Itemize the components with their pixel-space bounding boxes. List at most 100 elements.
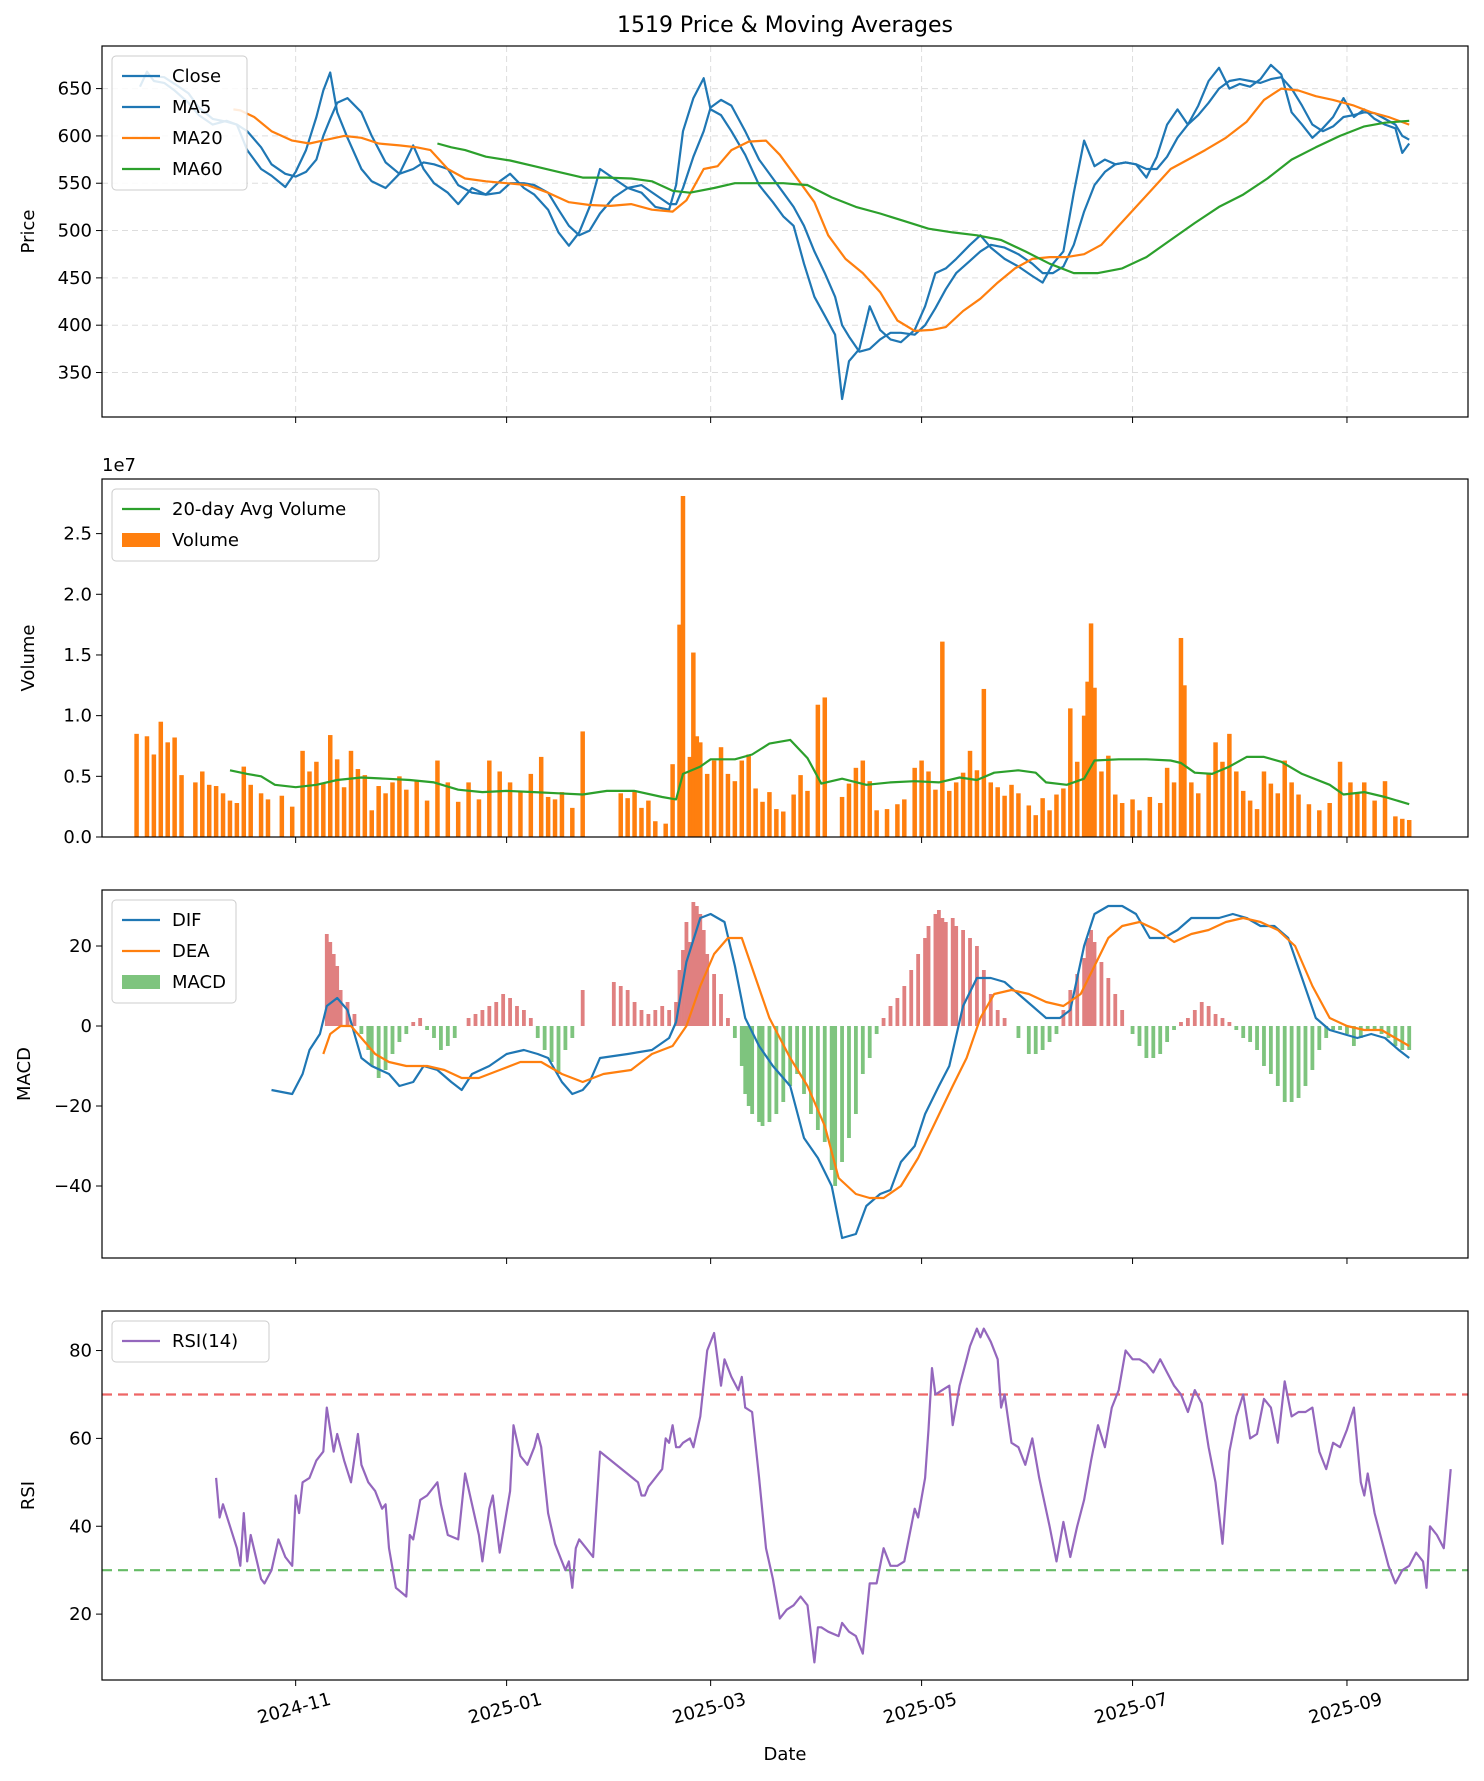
y-tick-label: 350 (58, 363, 92, 384)
macd-bar (936, 910, 941, 1026)
macd-bar (995, 1010, 1000, 1026)
macd-bar (743, 1026, 748, 1094)
volume-bar (355, 769, 361, 837)
macd-bar (746, 1026, 751, 1106)
volume-bar (507, 782, 513, 837)
volume-bar (691, 652, 696, 837)
macd-bar (1317, 1026, 1322, 1050)
volume-bar (704, 773, 710, 837)
volume-bar (1275, 793, 1281, 837)
macd-bar (1151, 1026, 1156, 1058)
y-tick-label: −20 (54, 1096, 92, 1117)
volume-bar (1182, 685, 1187, 837)
macd-bar (750, 1026, 755, 1114)
series-line (215, 1327, 1452, 1664)
volume-bar (798, 775, 803, 837)
macd-bar (549, 1026, 554, 1062)
volume-bar (414, 781, 419, 837)
volume-bar (265, 799, 271, 837)
volume-bar (653, 821, 658, 837)
legend: Close MA5 MA20 MA60 (111, 55, 248, 191)
volume-bar (1382, 781, 1388, 837)
volume-bar (528, 773, 534, 837)
volume-bar (341, 787, 347, 837)
macd-bar (570, 1026, 575, 1038)
legend-label: MA20 (172, 128, 223, 149)
macd-bar (847, 1026, 851, 1138)
macd-bar (369, 1026, 374, 1066)
volume-bar (1268, 783, 1274, 837)
volume-bar (1130, 799, 1135, 837)
volume-bar (1061, 788, 1066, 837)
volume-bar (618, 793, 623, 837)
macd-bar (1386, 1026, 1391, 1038)
volume-bar (559, 792, 565, 837)
y-tick-label: 80 (69, 1341, 92, 1362)
volume-bar (1348, 782, 1353, 837)
macd-bar (691, 902, 696, 1026)
y-tick-label: 0.5 (63, 766, 92, 787)
volume-bar (746, 754, 751, 837)
volume-bar (1113, 794, 1118, 837)
series-line (437, 119, 1410, 275)
macd-bar (432, 1026, 436, 1038)
volume-bar (1054, 794, 1059, 837)
volume-bar (867, 781, 872, 837)
volume-bar (144, 736, 150, 837)
volume-bar (200, 771, 205, 837)
macd-bar (1296, 1026, 1301, 1098)
panel-2: 0.0 0.5 1.0 1.5 2.0 2.5 Volume 1e7 20-day Avg Vo… (18, 455, 1469, 848)
volume-bar (580, 731, 585, 837)
y-tick-label: 450 (58, 268, 92, 289)
volume-bar (1081, 715, 1087, 837)
macd-bar (881, 1018, 886, 1026)
volume-bar (390, 782, 395, 837)
volume-bar (570, 807, 575, 837)
macd-bar (1268, 1026, 1273, 1074)
macd-bar (390, 1026, 395, 1054)
volume-bar (1164, 767, 1170, 837)
volume-bar (967, 750, 973, 837)
macd-bar (694, 906, 699, 1026)
macd-bar (1407, 1026, 1412, 1050)
volume-bar (625, 798, 630, 837)
volume-bar (1016, 793, 1021, 837)
chart-title: 1519 Price & Moving Averages (617, 13, 953, 38)
macd-bar (961, 930, 966, 1026)
macd-bar (324, 934, 329, 1026)
macd-bar (359, 1026, 364, 1034)
volume-bar (424, 800, 430, 837)
macd-bar (1365, 1026, 1370, 1030)
volume-bar (206, 784, 212, 837)
volume-bar (1088, 623, 1094, 837)
volume-bar (435, 760, 440, 837)
legend-swatch (122, 975, 160, 989)
macd-bar (802, 1026, 806, 1094)
volume-bar (545, 796, 551, 837)
volume-bar (466, 782, 471, 837)
volume-bar (822, 697, 828, 837)
macd-bar (860, 1026, 865, 1074)
legend-label: RSI(14) (172, 1331, 238, 1352)
plot-area (102, 1327, 1468, 1664)
volume-bar (947, 790, 952, 837)
y-axis-label: MACD (14, 1047, 35, 1101)
macd-bar (1185, 1018, 1190, 1026)
volume-bar (953, 782, 959, 837)
volume-bar (1157, 803, 1163, 837)
legend-label: Volume (172, 530, 239, 551)
volume-bar (193, 782, 198, 837)
volume-bar (1393, 816, 1398, 837)
volume-bar (739, 760, 745, 837)
macd-bar (975, 946, 979, 1026)
macd-bar (926, 926, 931, 1026)
macd-bar (781, 1026, 786, 1102)
volume-bar (455, 801, 461, 837)
macd-bar (739, 1026, 744, 1066)
volume-bar (1009, 784, 1014, 837)
macd-bar (853, 1026, 858, 1114)
volume-bar (404, 789, 409, 837)
macd-bar (1400, 1026, 1405, 1050)
y-tick-label: 60 (69, 1428, 92, 1449)
